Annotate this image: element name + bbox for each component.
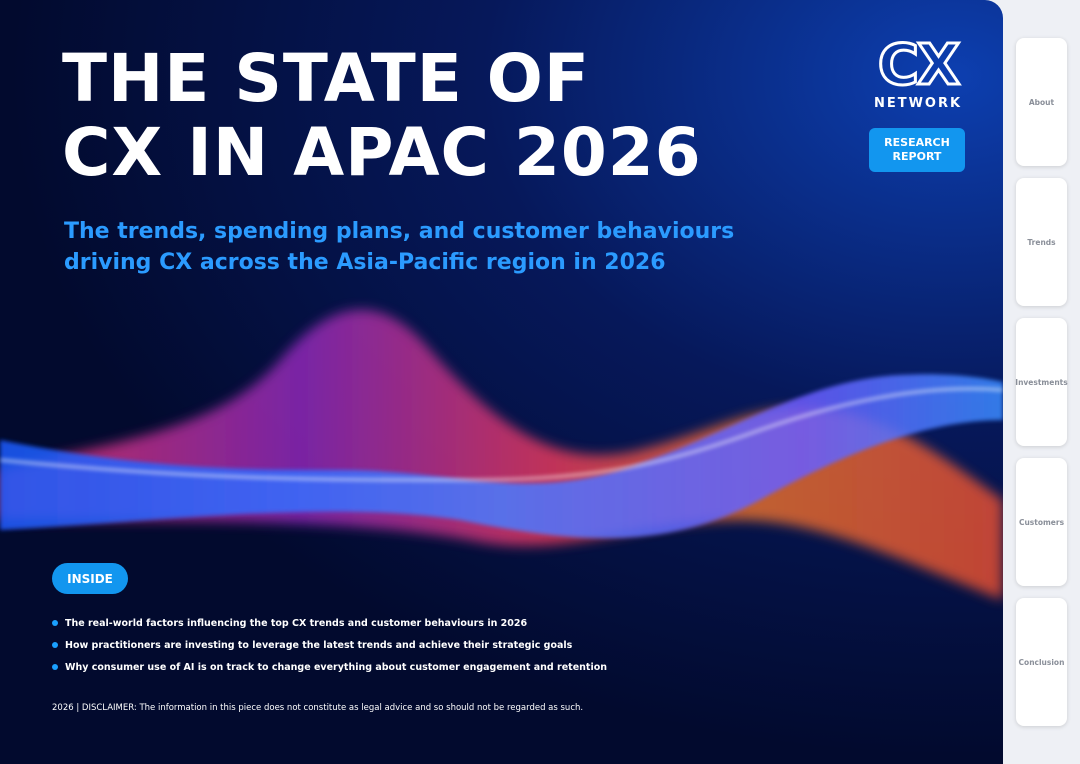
bullet: Why consumer use of AI is on track to ch… (52, 656, 607, 678)
logo-word: NETWORK (873, 96, 963, 111)
tab[interactable]: Conclusion (1016, 598, 1067, 726)
tab[interactable]: Trends (1016, 178, 1067, 306)
bullet: The real-world factors influencing the t… (52, 612, 607, 634)
tab[interactable]: Customers (1016, 458, 1067, 586)
tab[interactable]: About (1016, 38, 1067, 166)
subtitle-line: driving CX across the Asia-Pacific regio… (64, 250, 666, 275)
title-line: CX IN APAC 2026 (62, 114, 702, 191)
bullet: How practitioners are investing to lever… (52, 634, 607, 656)
subtitle: The trends, spending plans, and customer… (64, 216, 734, 278)
badge: RESEARCH REPORT (869, 128, 965, 172)
cover: THE STATE OF CX IN APAC 2026 The trends,… (0, 0, 1003, 764)
bullet-list: The real-world factors influencing the t… (52, 612, 607, 678)
title: THE STATE OF CX IN APAC 2026 (62, 42, 702, 190)
badge-line: REPORT (892, 150, 942, 163)
wave-art (0, 309, 1003, 600)
tab[interactable]: Investments (1015, 318, 1068, 446)
inside-label: INSIDE (52, 563, 128, 594)
badge-line: RESEARCH (884, 136, 950, 149)
logo: CX NETWORK (870, 33, 966, 111)
footer: 2026 | DISCLAIMER: The information in th… (52, 703, 584, 713)
title-line: THE STATE OF (62, 40, 590, 117)
logo-mark: CX (876, 33, 961, 98)
subtitle-line: The trends, spending plans, and customer… (64, 219, 735, 244)
